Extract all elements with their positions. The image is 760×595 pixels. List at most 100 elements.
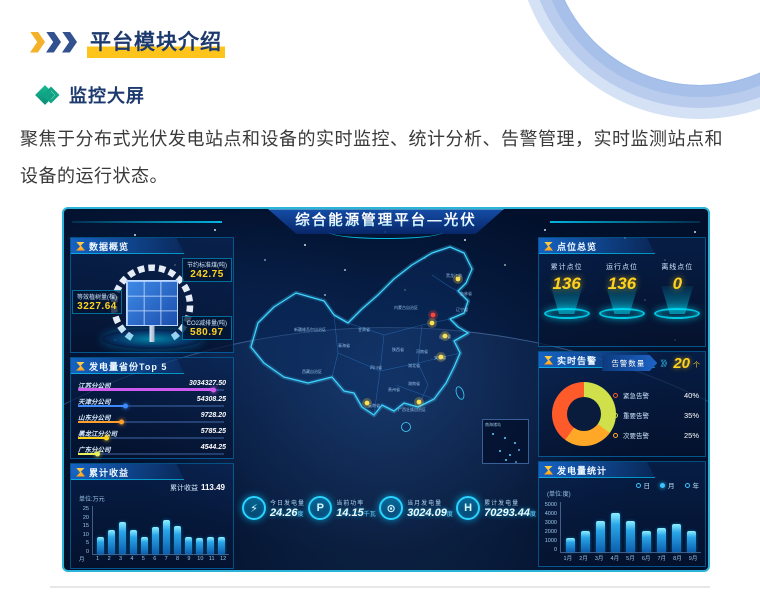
point-stat-value: 0 — [672, 274, 683, 293]
hourglass-icon — [544, 465, 553, 475]
chart-bar — [207, 536, 214, 554]
legend-name: 次要告警 — [623, 433, 649, 440]
south-china-sea-inset-map: 南海诸岛 — [482, 419, 529, 464]
P-icon: P — [308, 496, 333, 520]
chevron-icon — [30, 31, 45, 53]
y-tick-label: 15 — [82, 523, 89, 530]
chart-main: 1 2 3 4 5 6 7 8 9 10 11 12 — [92, 506, 229, 564]
kpi-label: 今日发电量 — [270, 500, 306, 507]
revenue-total: 累计收益 113.49 — [170, 483, 225, 493]
top5-value: 3034327.50 — [189, 380, 226, 387]
chart-x-axis: 1 2 3 4 5 6 7 8 9 10 11 12 — [92, 555, 229, 564]
y-tick-label: 5000 — [544, 502, 557, 508]
subsection-header: 监控大屏 — [35, 82, 145, 108]
y-tick-label: 2000 — [544, 529, 557, 535]
generation-bar-chart: 5000 4000 3000 2000 1000 0 1月 2月 3月 4月 5月 6月 7月 8月 9月 — [544, 502, 701, 562]
panel-header: 发电量统计 — [539, 462, 705, 478]
province-label: 贵州省 — [388, 386, 400, 392]
china-outline — [250, 246, 473, 416]
chart-bar — [611, 513, 621, 552]
kpi-item: ⚡ 今日发电量 24.26度 — [242, 496, 305, 520]
tab-月[interactable]: 月 — [660, 480, 675, 490]
kpi-text: 当前功率 14.15千瓦 — [336, 498, 376, 519]
panel-header: 实时告警 — [539, 352, 705, 368]
x-tick-label: 9 — [187, 556, 191, 562]
radio-icon — [684, 482, 690, 488]
y-tick-label: 0 — [553, 547, 557, 553]
top5-company-name: 广东分公司 — [78, 447, 111, 454]
kpi-value: 24.26度 — [270, 506, 304, 519]
site-marker — [442, 333, 448, 339]
legend-dot-icon — [613, 412, 618, 418]
chart-plot — [560, 502, 701, 553]
top5-bar-track — [78, 435, 224, 441]
province-label: 甘肃省 — [358, 326, 370, 332]
triple-chevron-icon — [30, 31, 78, 53]
chart-x-axis: 1月 2月 3月 4月 5月 6月 7月 8月 9月 — [560, 553, 701, 562]
legend-name: 紧急告警 — [623, 393, 649, 400]
legend-percent: 40% — [683, 390, 699, 400]
dashed-arc-decoration — [110, 264, 194, 341]
alarm-count-value: 20 — [673, 354, 690, 372]
metric-value: 580.97 — [190, 327, 224, 338]
top5-company-name: 江苏分公司 — [78, 383, 111, 390]
top5-company-name: 天津分公司 — [78, 399, 111, 406]
chevrons-icon: 》》 — [660, 358, 671, 368]
province-label: 吉林省 — [460, 290, 472, 296]
point-stat-label: 运行点位 — [605, 264, 638, 271]
top5-value: 9728.20 — [200, 412, 226, 419]
chart-bar — [141, 536, 148, 554]
diamond-icon — [35, 85, 60, 105]
site-marker — [429, 320, 435, 326]
kpi-label: 当前功率 — [336, 500, 365, 507]
panel-data-overview: 数据概览 等效植树量(棵) 3227.64 节约标准煤(吨) 242.75 CO2减排量… — [70, 237, 234, 353]
province-label: 辽宁省 — [456, 306, 468, 312]
x-tick-label: 6 — [153, 556, 157, 562]
top5-row: 山东分公司 9728.20 — [78, 412, 226, 427]
dashboard-title-bar: 综合能源管理平台—光伏 — [268, 209, 504, 239]
metric-label: CO2减排量(吨) — [186, 321, 227, 327]
kpi-item: ⊙ 当月发电量 3024.09度 — [379, 496, 453, 520]
hourglass-icon — [76, 241, 85, 251]
top5-rows: 江苏分公司 3034327.50 天津分公司 54308.25 山东分公司 9728.20… — [71, 374, 233, 459]
x-tick-label: 8月 — [673, 556, 682, 562]
panel-title: 数据概览 — [89, 241, 130, 252]
top5-bar-track — [78, 419, 224, 425]
top5-value: 54308.25 — [196, 396, 226, 403]
site-marker — [364, 400, 370, 406]
province-label: 内蒙古自治区 — [394, 304, 418, 310]
top5-company-name: 山东分公司 — [78, 415, 111, 422]
dashboard-title-underline — [329, 232, 443, 239]
y-tick-label: 1000 — [544, 538, 557, 544]
intro-paragraph: 聚焦于分布式光伏发电站点和设备的实时监控、统计分析、告警管理，实时监测站点和设备… — [20, 129, 723, 186]
alarm-count-badge: 告警数量 — [602, 355, 658, 371]
top5-bar-track — [78, 387, 224, 392]
tab-日[interactable]: 日 — [635, 480, 650, 490]
province-label: 青海省 — [338, 342, 350, 348]
dashboard-title: 综合能源管理平台—光伏 — [268, 209, 504, 234]
top5-bar-dot — [210, 387, 216, 392]
radio-icon — [660, 482, 665, 488]
province-label: 黑龙江省 — [446, 272, 462, 278]
tab-年[interactable]: 年 — [684, 480, 699, 490]
chart-y-axis: 5000 4000 3000 2000 1000 0 — [544, 502, 560, 553]
overview-metric: 等效植树量(棵) 3227.64 — [72, 290, 122, 314]
bottom-divider — [50, 586, 710, 588]
x-tick-label: 10 — [197, 556, 204, 562]
kpi-item: P 当前功率 14.15千瓦 — [308, 496, 376, 520]
top5-bar-fill — [78, 403, 129, 409]
top5-bar-fill — [78, 387, 216, 392]
x-tick-label: 4月 — [610, 556, 620, 562]
hainan-island — [401, 422, 411, 432]
corner-arcs-decoration — [550, 0, 760, 85]
dashboard-title-background — [268, 209, 504, 234]
points-stats-row: 累计点位 136 运行点位 136 离线点位 0 — [539, 262, 705, 319]
point-stat: 累计点位 136 — [542, 262, 592, 319]
legend-name: 重要告警 — [623, 413, 649, 420]
legend-row: 重要告警 35% — [613, 410, 699, 420]
site-markers — [362, 274, 463, 408]
panel-generation-stats: 发电量统计 日月年 (单位:度) 5000 4000 3000 2000 1000 0 1月… — [538, 461, 706, 567]
panel-header: 数据概览 — [71, 238, 233, 254]
kpi-text: 累计发电量 70293.44度 — [484, 498, 536, 519]
province-label: 广西壮族自治区 — [398, 406, 426, 412]
